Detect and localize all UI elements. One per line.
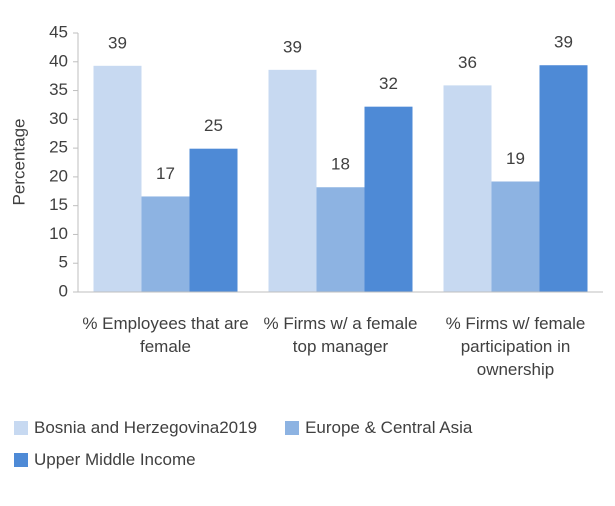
bar [141,196,190,292]
y-tick-label: 10 [49,224,68,243]
legend-item: Europe & Central Asia [285,418,472,438]
legend-label: Upper Middle Income [34,450,196,469]
x-tick-label: % Firms w/ female participation in owner… [445,314,586,379]
bar [364,106,413,292]
legend-item: Upper Middle Income [14,450,196,470]
bar [316,187,365,292]
y-axis-title: Percentage [9,119,28,206]
data-label: 19 [506,149,525,168]
data-label: 32 [379,74,398,93]
legend-label: Europe & Central Asia [305,418,473,437]
bar [539,65,588,292]
x-tick-label: % Firms w/ a female top manager [263,314,418,356]
data-label: 18 [331,155,350,174]
data-label: 39 [108,33,127,52]
bar [93,65,142,292]
bar [189,148,238,292]
y-tick-label: 5 [59,253,68,272]
data-label: 36 [458,53,477,72]
data-label: 39 [554,33,573,52]
data-label: 39 [283,37,302,56]
legend-label: Bosnia and Herzegovina2019 [34,418,258,437]
data-label: 17 [156,164,175,183]
y-tick-label: 0 [59,281,68,300]
y-tick-label: 45 [49,22,68,41]
bar [443,85,492,293]
bar [491,181,540,292]
y-tick-label: 35 [49,80,68,99]
y-tick-label: 15 [49,195,68,214]
bar [268,69,317,292]
y-tick-label: 20 [49,166,68,185]
y-tick-label: 25 [49,138,68,157]
y-tick-label: 40 [49,51,68,70]
legend-swatch [14,453,28,467]
legend-swatch [14,421,28,435]
legend: Bosnia and Herzegovina2019 Europe & Centr… [14,418,614,470]
data-label: 25 [204,116,223,135]
legend-item: Bosnia and Herzegovina2019 [14,418,257,438]
y-tick-label: 30 [49,109,68,128]
legend-swatch [285,421,300,435]
x-tick-label: % Employees that are female [82,314,249,356]
